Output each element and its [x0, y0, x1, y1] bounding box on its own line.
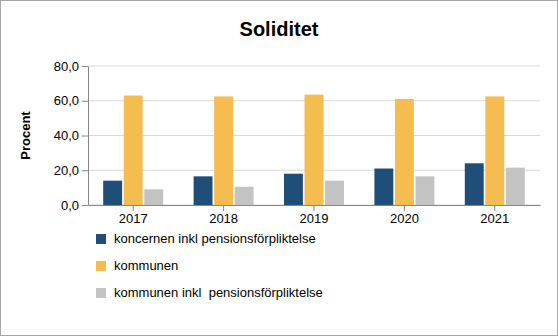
legend-swatch: [96, 261, 106, 271]
bar: [506, 168, 525, 205]
legend-swatch: [96, 288, 106, 298]
y-axis-title: Procent: [18, 111, 33, 160]
x-tick-label: 2021: [480, 211, 509, 226]
bar: [214, 96, 233, 205]
bar: [395, 99, 414, 205]
x-tick: 2018: [209, 205, 238, 226]
y-tick: 60,0: [54, 93, 88, 108]
y-tick-mark: [82, 101, 88, 102]
x-tick-mark: [223, 205, 224, 211]
legend: koncernen inkl pensionsförpliktelse kommu…: [96, 231, 323, 300]
legend-item: kommunen: [96, 258, 178, 273]
bar: [305, 95, 324, 205]
series: [124, 95, 505, 205]
x-tick-mark: [133, 205, 134, 211]
bar: [415, 176, 434, 205]
y-tick-mark: [82, 170, 88, 171]
x-tick: 2019: [300, 205, 329, 226]
y-tick-mark: [82, 136, 88, 137]
chart: Soliditet 0,0 20,0 40,0 60,0 80,0 2017 2018 2019…: [0, 0, 558, 336]
chart-border: [1, 1, 558, 336]
y-tick-label: 80,0: [54, 59, 79, 74]
x-tick-label: 2017: [119, 211, 148, 226]
bar: [284, 174, 303, 205]
x-tick-label: 2018: [209, 211, 238, 226]
x-tick: 2021: [480, 205, 509, 226]
legend-item: kommunen inkl pensionsförpliktelse: [96, 285, 323, 300]
y-tick: 20,0: [54, 163, 88, 178]
legend-label: kommunen inkl pensionsförpliktelse: [114, 285, 323, 300]
legend-label: kommunen: [114, 258, 178, 273]
x-tick: 2020: [390, 205, 419, 226]
bar: [325, 181, 344, 205]
y-tick: 0,0: [61, 198, 88, 213]
plot: 0,0 20,0 40,0 60,0 80,0 2017 2018 2019 2020 2021: [54, 59, 541, 227]
bar: [235, 187, 254, 205]
bar: [103, 181, 122, 205]
x-tick: 2017: [119, 205, 148, 226]
legend-swatch: [96, 234, 106, 244]
bars: [103, 95, 525, 205]
y-tick: 40,0: [54, 128, 88, 143]
series: [144, 168, 525, 205]
bar: [485, 96, 504, 205]
y-tick-mark: [82, 205, 88, 206]
grid: [88, 66, 540, 205]
y-tick-label: 20,0: [54, 163, 79, 178]
title: Soliditet: [240, 18, 319, 40]
bar: [124, 96, 143, 205]
y-tick: 80,0: [54, 59, 88, 74]
x-tick-mark: [404, 205, 405, 211]
x-tick-mark: [494, 205, 495, 211]
y-tick-mark: [82, 66, 88, 67]
y-tick-label: 0,0: [61, 198, 79, 213]
y-axis-line: [88, 67, 89, 206]
x-tick-mark: [314, 205, 315, 211]
x-tick-label: 2020: [390, 211, 419, 226]
bar: [144, 189, 163, 205]
bar: [465, 163, 484, 205]
y-axis: 0,0 20,0 40,0 60,0 80,0: [54, 59, 89, 213]
bar: [194, 176, 213, 205]
x-tick-label: 2019: [300, 211, 329, 226]
series: [103, 163, 484, 205]
bar: [374, 169, 393, 205]
grid-line: [88, 66, 540, 67]
legend-label: koncernen inkl pensionsförpliktelse: [114, 231, 316, 246]
legend-item: koncernen inkl pensionsförpliktelse: [96, 231, 316, 246]
x-axis: 2017 2018 2019 2020 2021: [89, 205, 541, 226]
y-tick-label: 60,0: [54, 93, 79, 108]
y-tick-label: 40,0: [54, 128, 79, 143]
